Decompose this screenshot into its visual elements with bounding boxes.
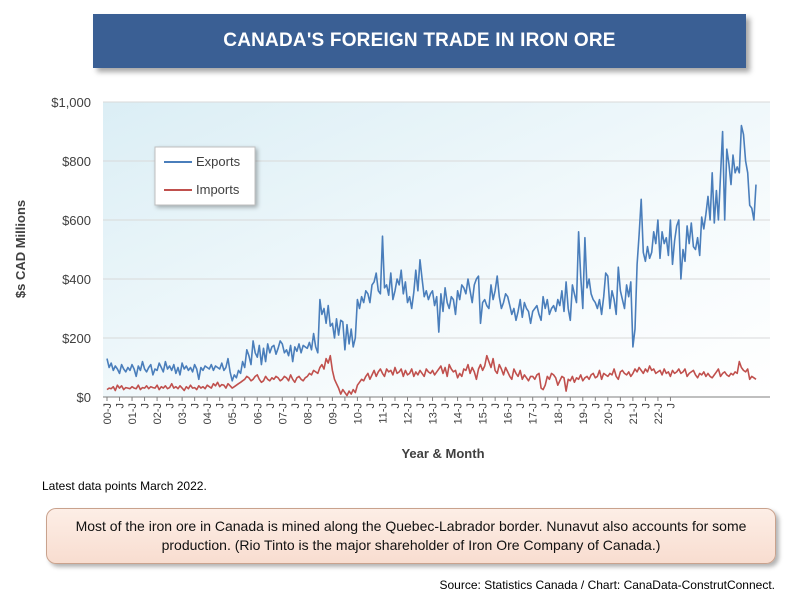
x-tick-label: 05-J	[227, 403, 239, 424]
x-tick-label: J	[115, 403, 127, 409]
x-tick-label: 07-J	[277, 403, 289, 424]
x-tick-label: J	[440, 403, 452, 409]
x-tick-label: 16-J	[503, 403, 515, 424]
chart-title-banner: CANADA'S FOREIGN TRADE IN IRON ORE	[93, 14, 746, 68]
x-tick-label: J	[365, 403, 377, 409]
x-tick-label: J	[415, 403, 427, 409]
chart-title: CANADA'S FOREIGN TRADE IN IRON ORE	[223, 30, 616, 51]
y-axis-tick-labels: $0 $200 $400 $600 $800 $1,000	[51, 95, 91, 405]
x-tick-label: J	[390, 403, 402, 409]
series-line-imports	[106, 354, 757, 397]
x-tick-label: 00-J	[102, 403, 114, 424]
y-tick-label: $0	[77, 390, 91, 405]
x-tick-label: J	[590, 403, 602, 409]
legend-label-exports: Exports	[196, 154, 241, 169]
info-callout: Most of the iron ore in Canada is mined …	[46, 508, 776, 564]
x-tick-label: J	[140, 403, 152, 409]
x-tick-label: 15-J	[478, 403, 490, 424]
x-tick-label: 10-J	[352, 403, 364, 424]
x-tick-label: J	[665, 403, 677, 409]
legend: Exports Imports	[154, 146, 256, 206]
x-tick-label: 22-J	[653, 403, 665, 424]
legend-label-imports: Imports	[196, 182, 240, 197]
x-tick-label: 19-J	[578, 403, 590, 424]
x-tick-label: J	[340, 403, 352, 409]
info-callout-text: Most of the iron ore in Canada is mined …	[75, 518, 747, 553]
y-tick-label: $800	[62, 154, 91, 169]
x-tick-label: 14-J	[453, 403, 465, 424]
x-tick-label: J	[315, 403, 327, 409]
x-tick-label: 03-J	[177, 403, 189, 424]
x-tick-label: J	[515, 403, 527, 409]
legend-box	[154, 146, 256, 206]
source-credit: Source: Statistics Canada / Chart: CanaD…	[439, 578, 776, 592]
y-tick-label: $200	[62, 331, 91, 346]
series-line-exports	[106, 124, 757, 382]
x-tick-label: J	[165, 403, 177, 409]
x-tick-label: 21-J	[628, 403, 640, 424]
latest-data-note: Latest data points March 2022.	[42, 479, 207, 493]
x-tick-label: 20-J	[603, 403, 615, 424]
y-tick-label: $400	[62, 272, 91, 287]
x-tick-label: 11-J	[377, 403, 389, 424]
x-tick-label: 01-J	[127, 403, 139, 424]
x-tick-label: 04-J	[202, 403, 214, 424]
x-tick-label: J	[490, 403, 502, 409]
y-tick-label: $1,000	[51, 95, 91, 110]
x-tick-label: J	[240, 403, 252, 409]
x-tick-label: 18-J	[553, 403, 565, 424]
x-tick-label: 06-J	[252, 403, 264, 424]
x-tick-label: J	[615, 403, 627, 409]
x-tick-label: 13-J	[428, 403, 440, 424]
x-tick-label: J	[565, 403, 577, 409]
x-tick-label: J	[540, 403, 552, 409]
x-tick-label: J	[215, 403, 227, 409]
line-chart: $0$200$400$600$800$1,000 00-J J 01-J J 02-J J…	[13, 95, 770, 461]
x-tick-label: 09-J	[327, 403, 339, 424]
x-axis-label: Year & Month	[401, 446, 484, 461]
x-tick-label: 02-J	[152, 403, 164, 424]
x-tick-label: 08-J	[302, 403, 314, 424]
x-axis-tick-labels: 00-J J 01-J J 02-J J 03-J J 04-J J 05-J J 06-J J 07-J J…	[102, 397, 677, 424]
series-lines	[106, 124, 757, 397]
y-axis-label: $s CAD Millions	[13, 200, 28, 298]
x-tick-label: J	[465, 403, 477, 409]
x-tick-label: J	[640, 403, 652, 409]
y-tick-label: $600	[62, 213, 91, 228]
x-tick-label: 12-J	[403, 403, 415, 424]
x-tick-label: J	[190, 403, 202, 409]
x-tick-label: J	[290, 403, 302, 409]
x-tick-label: 17-J	[528, 403, 540, 424]
plot-area	[103, 102, 770, 397]
x-tick-label: J	[265, 403, 277, 409]
